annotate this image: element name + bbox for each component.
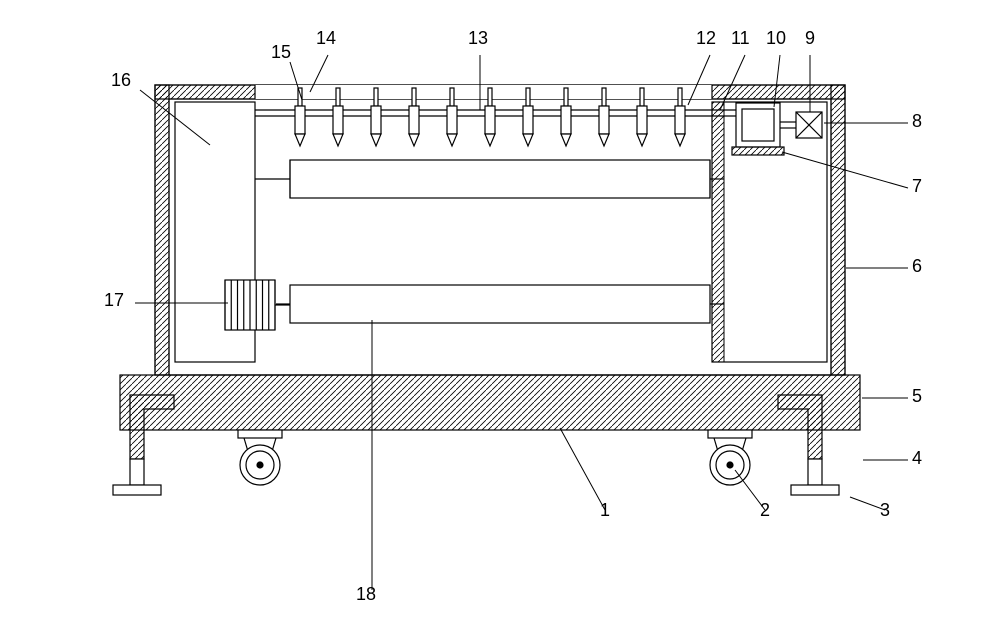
- callout-6: 6: [912, 256, 922, 277]
- callout-13: 13: [468, 28, 488, 49]
- callout-10: 10: [766, 28, 786, 49]
- callout-2: 2: [760, 500, 770, 521]
- callout-14: 14: [316, 28, 336, 49]
- callout-9: 9: [805, 28, 815, 49]
- callout-5: 5: [912, 386, 922, 407]
- callout-3: 3: [880, 500, 890, 521]
- callout-7: 7: [912, 176, 922, 197]
- callout-12: 12: [696, 28, 716, 49]
- callout-18: 18: [356, 584, 376, 605]
- callout-4: 4: [912, 448, 922, 469]
- callout-1: 1: [600, 500, 610, 521]
- callout-11: 11: [731, 28, 750, 49]
- callout-16: 16: [111, 70, 131, 91]
- callout-17: 17: [104, 290, 124, 311]
- callout-15: 15: [271, 42, 291, 63]
- technical-drawing: [0, 0, 1000, 633]
- callout-8: 8: [912, 111, 922, 132]
- diagram-canvas: 1 2 3 4 5 6 7 8 9 10 11 12 13 14 15 16 1…: [0, 0, 1000, 633]
